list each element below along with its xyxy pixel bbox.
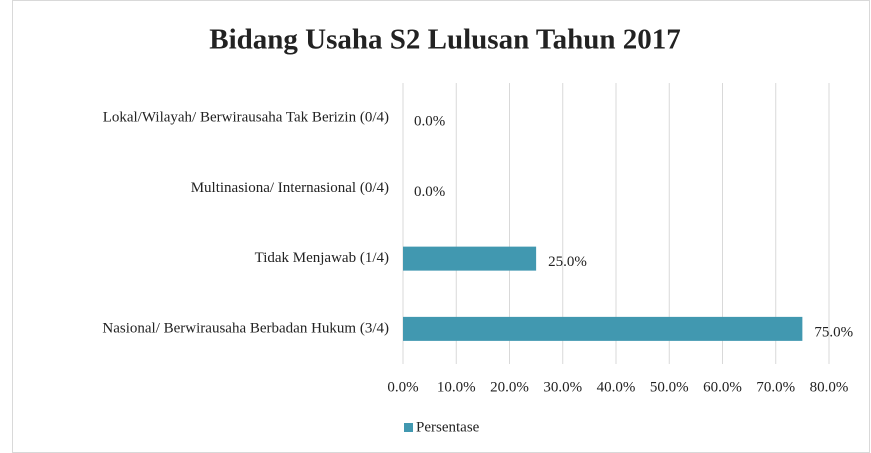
x-tick-label: 30.0%: [543, 379, 582, 395]
x-tick-label: 40.0%: [597, 379, 636, 395]
value-label: 0.0%: [414, 184, 445, 200]
legend-swatch: [404, 423, 413, 432]
value-label: 0.0%: [414, 114, 445, 130]
y-tick-label: Nasional/ Berwirausaha Berbadan Hukum (3…: [102, 320, 389, 336]
x-tick-label: 60.0%: [703, 379, 742, 395]
chart-title: Bidang Usaha S2 Lulusan Tahun 2017: [209, 24, 681, 56]
value-label: 75.0%: [814, 324, 853, 340]
bar: [403, 246, 537, 271]
y-tick-label: Lokal/Wilayah/ Berwirausaha Tak Berizin …: [103, 110, 389, 126]
y-tick-label: Tidak Menjawab (1/4): [255, 250, 389, 266]
chart-frame: [12, 0, 870, 453]
value-label: 25.0%: [548, 254, 587, 270]
x-tick-label: 0.0%: [387, 379, 418, 395]
legend-label: Persentase: [416, 419, 480, 435]
x-tick-label: 20.0%: [490, 379, 529, 395]
x-tick-label: 50.0%: [650, 379, 689, 395]
x-tick-label: 80.0%: [810, 379, 849, 395]
bar: [403, 316, 803, 341]
x-tick-label: 70.0%: [756, 379, 795, 395]
x-tick-label: 10.0%: [437, 379, 476, 395]
y-tick-label: Multinasiona/ Internasional (0/4): [191, 180, 389, 196]
